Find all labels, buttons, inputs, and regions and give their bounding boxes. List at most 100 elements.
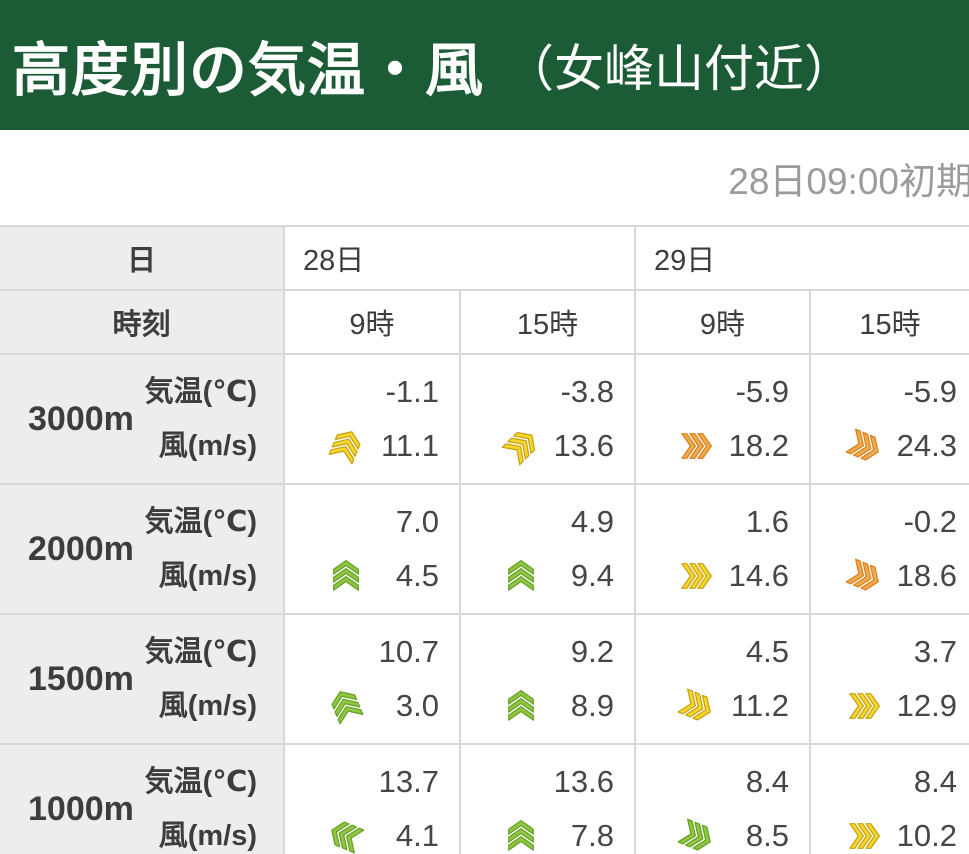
wind-direction-icon [675,686,716,726]
wind-row-label: 風(m/s) [158,560,257,592]
wind-speed-value: 7.8 [570,818,614,853]
temp-row-label: 気温(℃) [144,506,257,538]
wind-speed-value: 11.1 [380,428,439,463]
wind-row-label: 風(m/s) [158,690,257,722]
wind-speed-value: 4.5 [395,558,439,593]
forecast-cell: -1.1 11.1 [285,355,459,483]
forecast-cell: -0.2 18.6 [811,485,969,613]
wind-direction-icon [499,424,543,468]
forecast-cell: 13.7 4.1 [285,745,459,854]
temp-value: -0.2 [903,504,957,539]
wind-direction-icon [506,820,536,852]
app-header: 高度別の気温・風 （女峰山付近） [0,0,969,130]
temp-value: -5.9 [903,374,957,409]
time-cell-29-9: 9時 [636,291,809,353]
wind-value: 8.9 [461,684,614,728]
wind-direction-icon [675,816,716,854]
wind-speed-value: 14.6 [728,558,789,593]
wind-speed-value: 13.6 [553,428,614,463]
init-time-label: 28日09:00初期 [728,160,969,202]
altitude-forecast-table: 日 28日 29日 時刻 9時 15時 9時 15時 3000m 気温(℃) 風… [0,225,969,854]
day-cell-28: 28日 [285,227,634,289]
wind-value: 8.5 [636,814,789,854]
time-cell-28-15: 15時 [461,291,634,353]
day-header-label-cell: 日 [0,227,283,289]
measure-labels: 気温(℃) 風(m/s) [134,760,283,854]
wind-speed-value: 8.9 [570,688,614,723]
altitude-label-cell-3000m: 3000m 気温(℃) 風(m/s) [0,355,283,483]
wind-value: 11.2 [636,684,789,728]
wind-value: 4.5 [285,554,439,598]
wind-direction-icon [843,556,884,596]
forecast-cell: 10.7 3.0 [285,615,459,743]
forecast-cell: 3.7 12.9 [811,615,969,743]
temp-value: 8.4 [913,764,957,799]
altitude-label: 3000m [28,399,134,438]
wind-speed-value: 24.3 [896,428,957,463]
forecast-cell: 9.2 8.9 [461,615,634,743]
wind-value: 3.0 [285,684,439,728]
altitude-label-cell-1000m: 1000m 気温(℃) 風(m/s) [0,745,283,854]
wind-value: 9.4 [461,554,614,598]
wind-value: 12.9 [811,684,957,728]
wind-direction-icon [680,431,712,461]
wind-value: 7.8 [461,814,614,854]
init-time-strip: 28日09:00初期 [0,130,969,225]
altitude-label: 1000m [28,789,134,828]
temp-value: 8.4 [745,764,789,799]
wind-speed-value: 8.5 [745,818,789,853]
wind-speed-value: 11.2 [730,688,789,723]
temp-value: -5.9 [735,374,789,409]
measure-labels: 気温(℃) 風(m/s) [134,370,283,468]
wind-value: 10.2 [811,814,957,854]
forecast-cell: 1.6 14.6 [636,485,809,613]
forecast-cell: 8.4 8.5 [636,745,809,854]
temp-value: 7.0 [395,504,439,539]
forecast-cell: -5.9 24.3 [811,355,969,483]
temp-value: 4.5 [745,634,789,669]
wind-direction-icon [325,816,366,854]
wind-value: 4.1 [285,814,439,854]
wind-row-label: 風(m/s) [158,820,257,852]
forecast-cell: -5.9 18.2 [636,355,809,483]
measure-labels: 気温(℃) 風(m/s) [134,630,283,728]
temp-value: -3.8 [560,374,614,409]
temp-value: -1.1 [385,374,439,409]
temp-value: 4.9 [570,504,614,539]
wind-value: 24.3 [811,424,957,468]
altitude-label: 1500m [28,659,134,698]
temp-row-label: 気温(℃) [144,636,257,668]
wind-value: 18.2 [636,424,789,468]
time-cell-29-15: 15時 [811,291,969,353]
wind-speed-value: 4.1 [395,818,439,853]
wind-direction-icon [680,561,712,591]
page-title: 高度別の気温・風 [12,38,485,103]
day-cell-29: 29日 [636,227,969,289]
wind-speed-value: 3.0 [395,688,439,723]
wind-speed-value: 10.2 [896,818,957,853]
forecast-cell: 4.9 9.4 [461,485,634,613]
forecast-cell: 8.4 10.2 [811,745,969,854]
wind-direction-icon [843,426,884,466]
altitude-label: 2000m [28,529,134,568]
temp-row-label: 気温(℃) [144,376,257,408]
forecast-area-label: （女峰山付近） [504,41,855,97]
time-header-label-cell: 時刻 [0,291,283,353]
temp-value: 10.7 [378,634,439,669]
temp-value: 13.7 [378,764,439,799]
temp-value: 3.7 [913,634,957,669]
wind-speed-value: 18.2 [728,428,789,463]
altitude-label-cell-2000m: 2000m 気温(℃) 風(m/s) [0,485,283,613]
forecast-cell: -3.8 13.6 [461,355,634,483]
wind-direction-icon [848,691,880,721]
wind-direction-icon [326,685,366,726]
forecast-cell: 7.0 4.5 [285,485,459,613]
wind-direction-icon [326,425,366,466]
wind-value: 11.1 [285,424,439,468]
wind-speed-value: 9.4 [570,558,614,593]
measure-labels: 気温(℃) 風(m/s) [134,500,283,598]
temp-row-label: 気温(℃) [144,766,257,798]
wind-row-label: 風(m/s) [158,430,257,462]
wind-direction-icon [331,560,361,592]
